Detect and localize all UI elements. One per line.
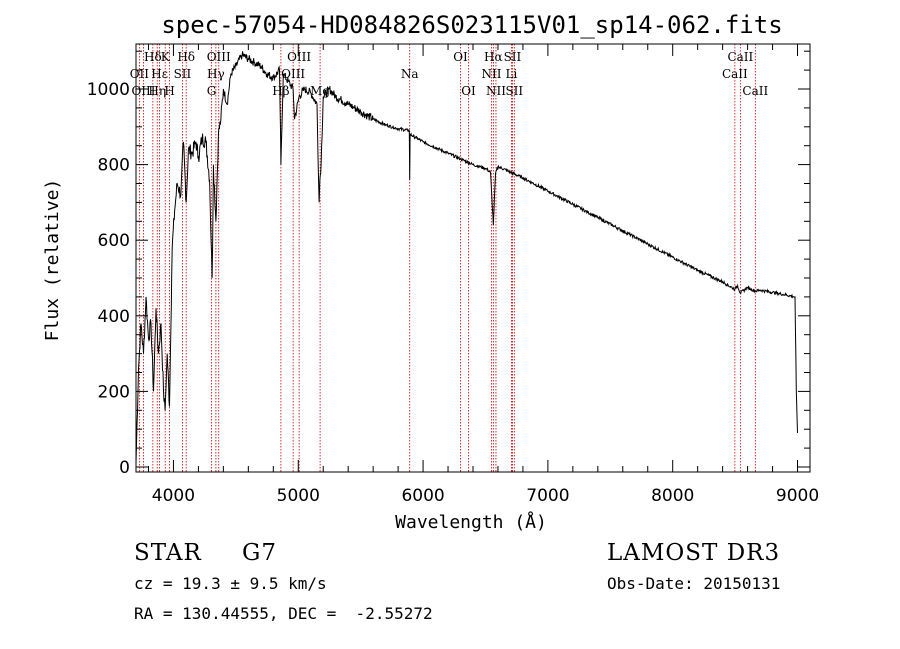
y-tick-label: 800 xyxy=(98,156,130,176)
line-label: CaII xyxy=(742,84,768,98)
line-label: Hδ xyxy=(144,50,162,64)
line-label: OIII xyxy=(207,50,231,64)
line-label: SII xyxy=(174,67,192,81)
line-label: Hη xyxy=(148,84,166,98)
line-label: CaII xyxy=(727,50,753,64)
obs-date: Obs-Date: 20150131 xyxy=(607,574,781,593)
axis-ticks: 4000 5000 6000 7000 8000 9000 0 200 400 600 800 100… xyxy=(87,44,819,506)
line-label: Hα xyxy=(484,50,503,64)
redshift-readout: cz = 19.3 ± 9.5 km/s xyxy=(134,574,327,593)
line-label: NII xyxy=(481,67,501,81)
line-label: Li xyxy=(506,67,518,81)
line-label: G xyxy=(207,84,217,98)
line-label: OIII xyxy=(287,50,311,64)
line-label: OIII xyxy=(131,84,155,98)
line-marker-layer xyxy=(138,44,756,472)
y-tick-label: 0 xyxy=(119,458,130,478)
line-label: CaII xyxy=(722,67,748,81)
plot-frame xyxy=(135,43,811,473)
line-label: NII xyxy=(486,84,506,98)
line-label: OIII xyxy=(281,67,305,81)
object-subclass: G7 xyxy=(242,540,278,566)
line-label: Hγ xyxy=(207,67,225,81)
line-label: Na xyxy=(401,67,419,81)
x-tick-label: 5000 xyxy=(277,486,320,506)
line-label: OII xyxy=(130,67,150,81)
x-tick-label: 6000 xyxy=(401,486,444,506)
y-tick-label: 400 xyxy=(98,307,130,327)
y-tick-label: 600 xyxy=(98,231,130,251)
line-label: Hε xyxy=(151,67,168,81)
x-axis-label: Wavelength (Å) xyxy=(395,511,547,533)
spectrum-line xyxy=(135,51,798,464)
line-label: Mg xyxy=(310,84,330,98)
line-label: OI xyxy=(461,84,476,98)
line-label: Hβ xyxy=(272,84,289,98)
x-tick-label: 8000 xyxy=(651,486,694,506)
line-label: SII xyxy=(504,50,522,64)
x-tick-label: 4000 xyxy=(152,486,195,506)
line-label: OI xyxy=(453,50,468,64)
chart-title: spec-57054-HD084826S023115V01_sp14-062.f… xyxy=(161,11,782,39)
line-label: K xyxy=(161,50,171,64)
coordinates: RA = 130.44555, DEC = -2.55272 xyxy=(134,604,433,623)
x-tick-label: 7000 xyxy=(526,486,569,506)
y-tick-label: 1000 xyxy=(87,80,130,100)
y-tick-label: 200 xyxy=(98,382,130,402)
survey-name: LAMOST DR3 xyxy=(607,540,781,566)
y-axis-label: Flux (relative) xyxy=(42,179,63,342)
object-class: STAR xyxy=(134,540,202,566)
x-tick-label: 9000 xyxy=(776,486,819,506)
line-label: SII xyxy=(505,84,523,98)
line-label: H xyxy=(164,84,174,98)
line-label: Hδ xyxy=(177,50,195,64)
